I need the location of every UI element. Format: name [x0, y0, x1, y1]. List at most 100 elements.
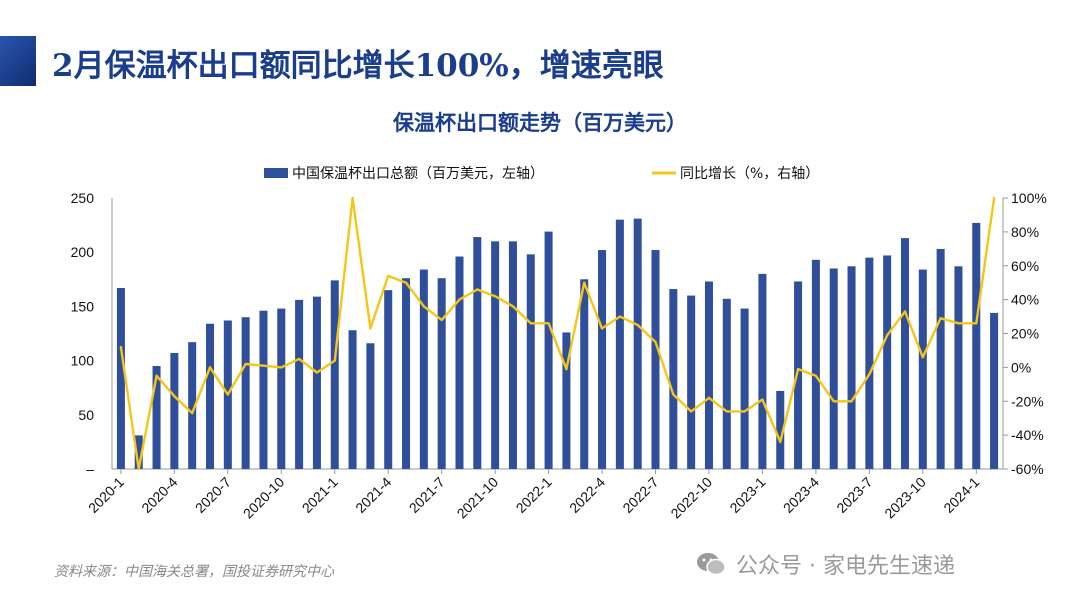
bar-2023-10 [918, 269, 927, 469]
title-accent-bar [0, 36, 36, 86]
bar-2024-2 [990, 312, 999, 469]
yoy-point-2022-11 [725, 410, 728, 413]
yoy-point-2022-6 [636, 323, 639, 327]
yoy-point-2022-2 [565, 367, 568, 371]
yoy-point-2021-6 [422, 305, 426, 308]
bar-2020-9 [259, 310, 268, 469]
x-tick-label: 2022-4 [566, 474, 608, 516]
bar-2020-11 [295, 299, 304, 469]
y-right-tick-label: 0% [1011, 359, 1031, 375]
bar-2020-12 [312, 296, 321, 469]
yoy-point-2020-9 [262, 364, 265, 367]
yoy-point-2021-3 [369, 327, 372, 330]
bar-2024-1 [972, 222, 981, 469]
bar-2022-7 [651, 250, 660, 469]
y-right-tick-label: -60% [1011, 461, 1044, 477]
legend: 中国保温杯出口总额（百万美元，左轴） 同比增长（%，右轴） [264, 166, 819, 182]
yoy-point-2023-1 [761, 398, 764, 401]
yoy-point-2021-7 [440, 318, 443, 322]
yoy-point-2023-9 [903, 310, 907, 313]
y-right-tick-label: 80% [1011, 224, 1039, 240]
y-right-tick-label: 60% [1011, 258, 1039, 274]
x-tick-label: 2023-1 [726, 474, 768, 516]
bar-2021-5 [402, 278, 411, 469]
x-tick-label: 2023-7 [833, 474, 875, 516]
yoy-point-2021-4 [387, 274, 390, 278]
y-right-tick-label: 40% [1011, 292, 1039, 308]
y-right-tick-label: -20% [1011, 393, 1044, 409]
chart: 中国保温杯出口总额（百万美元，左轴） 同比增长（%，右轴） – 50 100 150 2… [71, 166, 1047, 522]
bar-2022-1 [544, 231, 553, 469]
bar-2023-7 [865, 257, 874, 469]
bar-2021-11 [508, 241, 517, 469]
bar-2023-4 [811, 259, 820, 469]
bar-2020-4 [170, 353, 179, 469]
y-left-tick-label: 150 [71, 298, 95, 314]
x-tick-label: 2020-10 [240, 474, 288, 522]
bar-2021-3 [366, 343, 375, 469]
x-tick-label: 2021-7 [406, 474, 448, 516]
yoy-point-2021-8 [458, 298, 461, 301]
bar-2023-12 [954, 266, 963, 469]
yoy-point-2021-12 [529, 322, 532, 325]
yoy-point-2022-7 [654, 340, 657, 344]
x-tick-label: 2022-7 [619, 474, 661, 516]
yoy-point-2020-4 [173, 394, 176, 398]
yoy-point-2020-12 [315, 371, 319, 374]
legend-bar-label: 中国保温杯出口总额（百万美元，左轴） [292, 166, 544, 182]
yoy-point-2021-1 [333, 359, 336, 362]
yoy-point-2021-5 [404, 281, 408, 284]
yoy-point-2023-12 [957, 322, 960, 325]
watermark-text: 公众号 · 家电先生速递 [736, 554, 955, 579]
x-tick-label: 2022-10 [667, 474, 715, 522]
yoy-point-2023-8 [885, 333, 889, 337]
yoy-point-2021-10 [493, 295, 497, 298]
yoy-point-2020-5 [190, 411, 194, 415]
x-tick-label: 2020-7 [192, 474, 234, 516]
x-tick-label: 2021-1 [299, 474, 341, 516]
watermark: 公众号 · 家电先生速递 [696, 548, 955, 580]
yoy-point-2023-3 [796, 367, 800, 371]
yoy-point-2023-2 [779, 440, 782, 444]
bar-2020-3 [152, 366, 161, 469]
bar-2021-6 [419, 269, 428, 469]
yoy-point-2020-6 [208, 366, 212, 369]
bar-2020-6 [206, 323, 215, 469]
yoy-point-2023-4 [814, 374, 818, 378]
yoy-point-2020-7 [226, 393, 230, 396]
bar-2020-1 [116, 287, 125, 469]
bar-2020-2 [134, 435, 143, 469]
yoy-point-2021-9 [476, 288, 479, 291]
bar-2021-10 [491, 241, 500, 469]
bar-2023-8 [883, 255, 892, 469]
slide-title: 2月保温杯出口额同比增长100%，增速亮眼 [52, 48, 664, 84]
x-tick-label: 2022-1 [513, 474, 555, 516]
bar-2021-7 [437, 278, 446, 469]
x-tick-label: 2021-4 [352, 474, 394, 516]
source-note: 资料来源：中国海关总署，国投证券研究中心 [54, 564, 334, 580]
yoy-point-2020-3 [155, 374, 158, 378]
bar-2022-6 [633, 218, 642, 469]
bar-2022-8 [669, 289, 678, 469]
yoy-point-2022-4 [600, 327, 604, 330]
bar-2022-3 [580, 279, 589, 469]
bar-2020-8 [241, 317, 250, 469]
yoy-point-2020-8 [244, 362, 247, 366]
x-tick-label: 2023-10 [881, 474, 929, 522]
yoy-point-2023-11 [939, 317, 942, 320]
legend-bar-swatch [264, 168, 288, 178]
bar-2023-5 [829, 268, 838, 469]
bar-2022-2 [562, 332, 571, 469]
wechat-icon [697, 553, 726, 576]
bar-2023-6 [847, 266, 856, 469]
yoy-point-2022-5 [618, 315, 622, 318]
bar-2020-10 [277, 308, 286, 469]
y-right-tick-label: 100% [1011, 190, 1047, 206]
bar-2021-9 [473, 237, 482, 469]
bar-2023-3 [794, 281, 803, 469]
y-right-tick-label: 20% [1011, 326, 1039, 342]
yoy-point-2022-9 [689, 410, 693, 413]
bar-2022-4 [598, 250, 607, 469]
yoy-point-2020-2 [137, 467, 140, 471]
bar-2021-2 [348, 330, 357, 469]
